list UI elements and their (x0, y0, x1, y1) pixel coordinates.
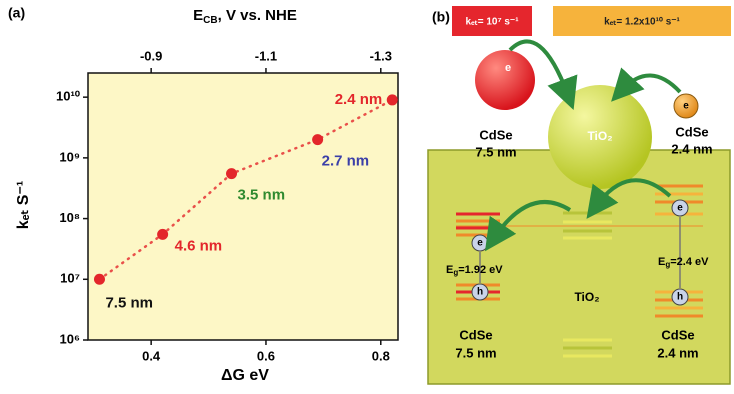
data-point (94, 274, 105, 285)
tio2-sphere-label: TiO₂ (587, 129, 612, 143)
electron-label: e (505, 62, 511, 74)
cdse-sphere (475, 50, 535, 110)
panel-a: (a) ECB, V vs. NHE ΔG eV kₑₜ S⁻¹ 10⁶ 10⁷ 1… (8, 5, 398, 385)
axis-title-part: E (193, 7, 203, 24)
size-label: 2.4 nm (657, 345, 698, 360)
y-tick-label: 10⁹ (59, 149, 80, 164)
panel-label: (a) (8, 5, 25, 21)
carrier-label: e (477, 238, 483, 249)
transfer-arrow (622, 75, 680, 92)
rate-label: kₑₜ= 10⁷ s⁻¹ (465, 17, 519, 28)
size-label: CdSe (675, 124, 708, 139)
gap-part: E (446, 264, 453, 276)
y-tick-label: 10⁸ (59, 210, 80, 225)
y-axis-title: kₑₜ S⁻¹ (15, 181, 32, 230)
x-tick-label: 0.4 (142, 348, 161, 363)
size-label: CdSe (479, 127, 512, 142)
electron-label: e (683, 101, 689, 112)
y-tick-label: 10⁷ (60, 271, 80, 286)
y-tick-label: 10⁶ (60, 331, 80, 346)
point-label: 4.6 nm (175, 237, 223, 254)
x2-tick-label: -0.9 (140, 48, 162, 63)
figure: (a) ECB, V vs. NHE ΔG eV kₑₜ S⁻¹ 10⁶10⁷1… (0, 0, 734, 389)
x-tick-label: 0.6 (257, 348, 275, 363)
point-label: 2.7 nm (322, 153, 370, 170)
gap-part: E (658, 256, 665, 268)
data-point (226, 168, 237, 179)
gap-part: =2.4 eV (670, 256, 709, 268)
panel-b: (b) kₑₜ= 10⁷ s⁻¹ kₑₜ= 1.2x10¹⁰ s⁻¹ e TiO… (428, 6, 731, 384)
point-label: 7.5 nm (105, 294, 153, 311)
carrier-label: h (477, 287, 483, 298)
point-label: 3.5 nm (238, 187, 286, 204)
size-label: 2.4 nm (671, 141, 712, 156)
size-label: CdSe (661, 327, 694, 342)
x-axis-title: ΔG eV (221, 367, 269, 384)
carrier-label: e (677, 203, 683, 214)
size-label: CdSe (459, 327, 492, 342)
x2-tick-label: -1.3 (370, 48, 392, 63)
axis-title-part: , V vs. NHE (218, 7, 297, 24)
carrier-label: h (677, 292, 683, 303)
panel-label: (b) (432, 9, 450, 25)
data-point (312, 134, 323, 145)
x2-tick-label: -1.1 (255, 48, 277, 63)
size-label: 7.5 nm (475, 144, 516, 159)
point-label: 2.4 nm (335, 91, 383, 108)
y-tick-label: 10¹⁰ (56, 89, 81, 104)
x-tick-label: 0.8 (372, 348, 390, 363)
gap-part: =1.92 eV (458, 264, 503, 276)
top-axis-title: ECB, V vs. NHE (193, 7, 297, 26)
data-point (157, 229, 168, 240)
data-point (387, 94, 398, 105)
axis-title-part: CB (203, 15, 217, 26)
size-label: 7.5 nm (455, 345, 496, 360)
rate-label: kₑₜ= 1.2x10¹⁰ s⁻¹ (604, 17, 680, 28)
tio2-label: TiO₂ (574, 290, 599, 304)
